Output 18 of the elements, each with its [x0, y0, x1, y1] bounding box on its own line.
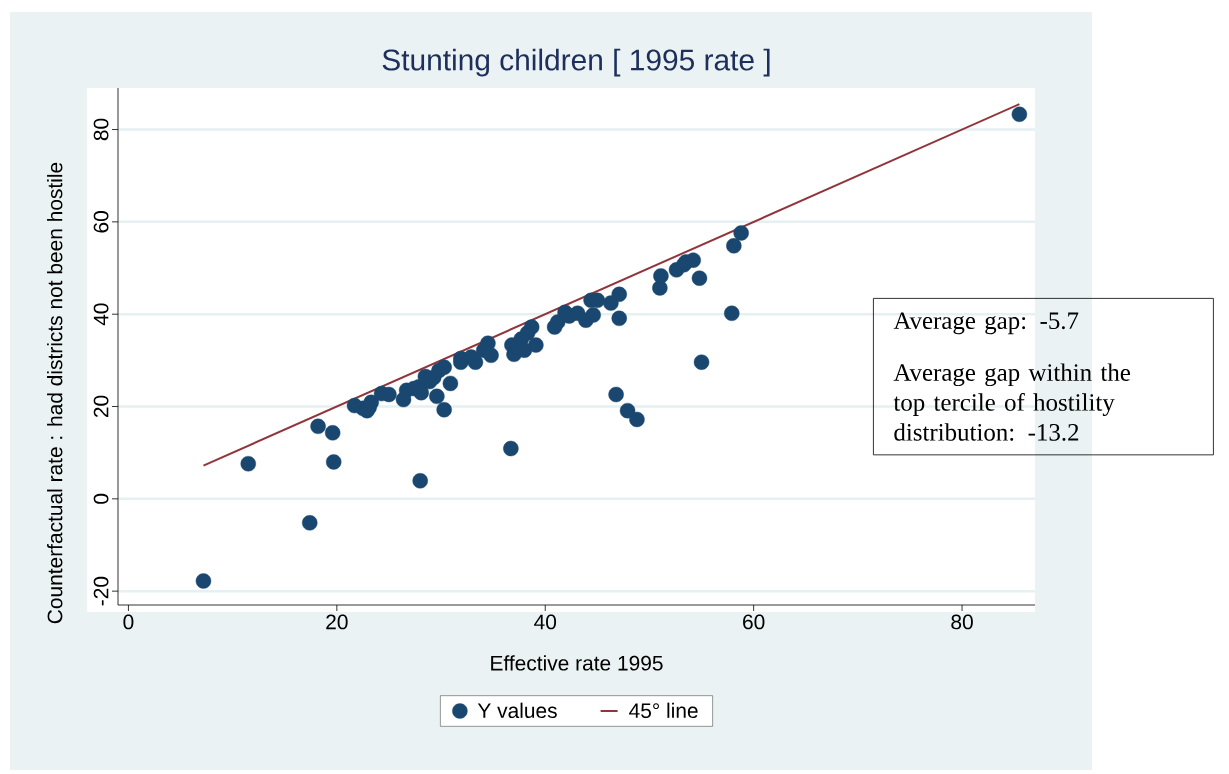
x-tick-label: 60 — [743, 614, 765, 630]
annotation: Average gap within the top tercile of hostility distribution: -13.2 — [893, 363, 1130, 441]
annotation: Average gap: -5.7 — [893, 312, 1079, 335]
y-tick-label: -20 — [93, 576, 109, 606]
y-tick-label: 80 — [93, 118, 109, 141]
chart-title: Stunting children [ 1995 rate ] — [382, 48, 770, 77]
x-tick-label: 20 — [326, 614, 348, 630]
x-tick-label: 0 — [123, 614, 134, 630]
y-tick-label: 60 — [93, 211, 109, 233]
y-tick-label: 0 — [93, 493, 109, 504]
x-tick-label: 40 — [534, 614, 557, 630]
y-tick-label: 40 — [93, 303, 109, 326]
y-axis-title: Counterfactual rate : had districts not been hostile — [47, 162, 63, 624]
legend-label: 45° line — [629, 702, 698, 719]
x-tick-label: 80 — [951, 614, 973, 630]
y-tick-label: 20 — [93, 395, 109, 418]
x-axis-title: Effective rate 1995 — [491, 655, 663, 671]
legend-label: Y values — [477, 702, 557, 719]
